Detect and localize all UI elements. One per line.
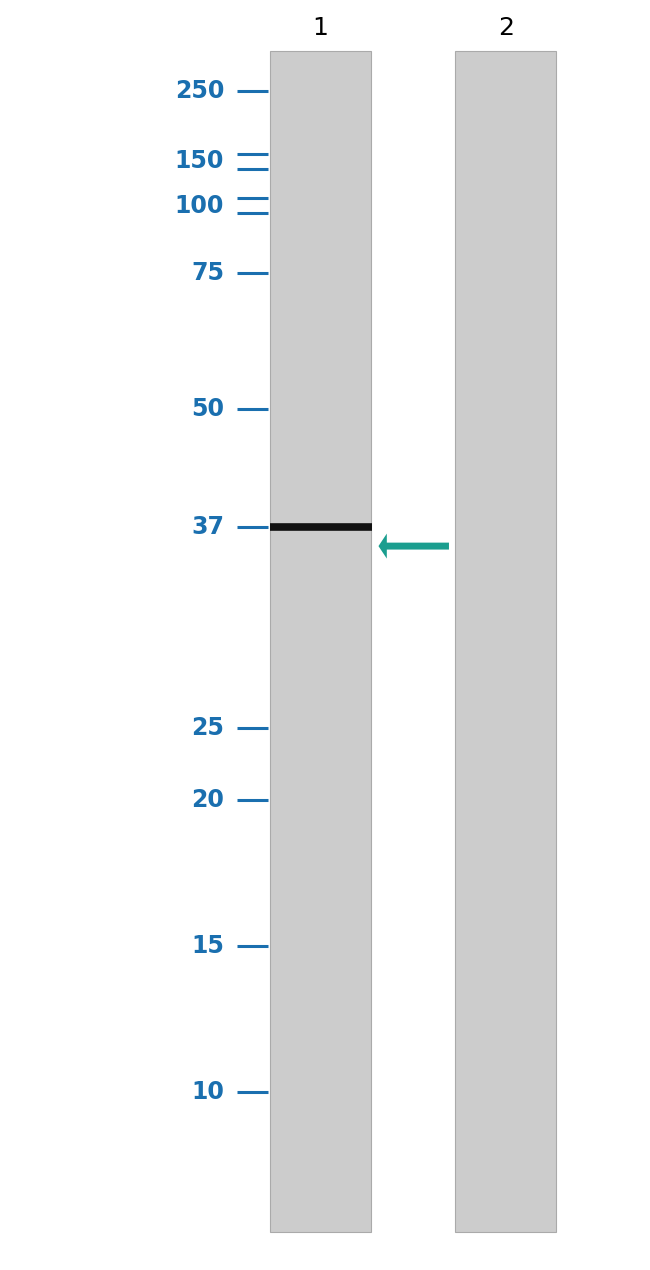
Text: 37: 37: [191, 516, 224, 538]
Text: 2: 2: [498, 17, 514, 39]
Text: 75: 75: [191, 262, 224, 284]
Text: 25: 25: [191, 716, 224, 739]
Text: 15: 15: [191, 935, 224, 958]
Text: 50: 50: [191, 398, 224, 420]
Text: 250: 250: [175, 80, 224, 103]
Text: 1: 1: [313, 17, 328, 39]
Text: 100: 100: [175, 194, 224, 217]
Bar: [270, 51, 370, 1232]
Bar: [455, 51, 556, 1232]
Text: 150: 150: [175, 150, 224, 173]
Text: 20: 20: [191, 789, 224, 812]
Text: 10: 10: [191, 1081, 224, 1104]
